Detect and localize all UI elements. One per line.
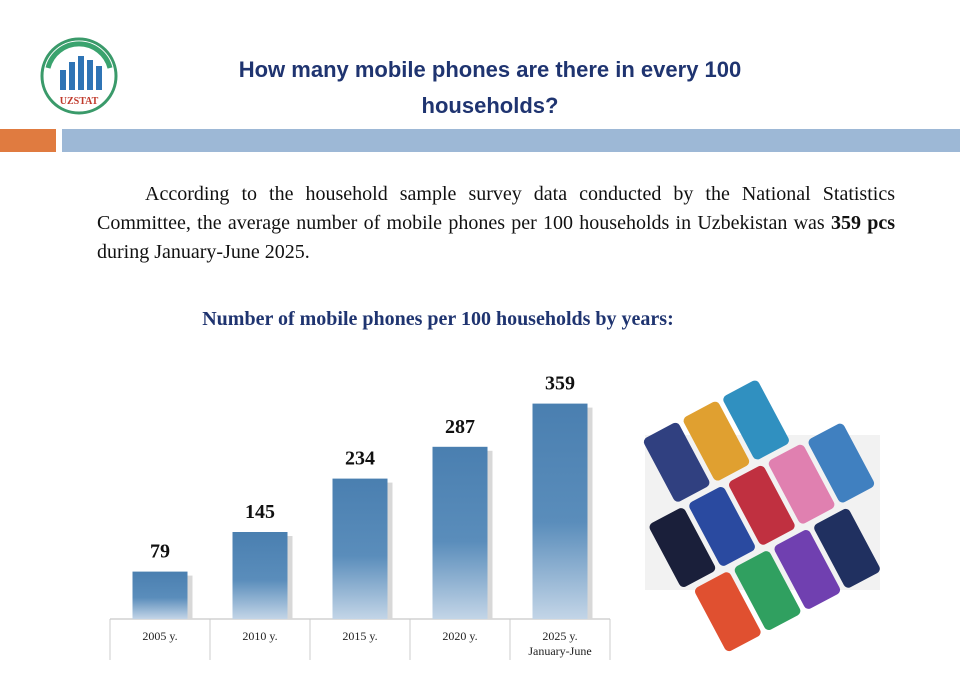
bar <box>532 403 588 619</box>
text: According to the household sample survey… <box>97 183 895 234</box>
bar <box>132 571 188 619</box>
x-tick-label: 2025 y. January-June <box>528 629 592 658</box>
accent-bar <box>0 129 56 152</box>
x-tick-label: 2010 y. <box>242 629 278 643</box>
chart-title: Number of mobile phones per 100 househol… <box>202 308 674 330</box>
highlight: 359 pcs <box>830 212 895 234</box>
phones-image <box>643 380 880 652</box>
value-label: 359 <box>545 373 575 395</box>
value-label: 145 <box>245 501 275 523</box>
header-bar <box>62 129 960 152</box>
bar <box>332 478 388 619</box>
logo-text: UZSTAT <box>60 96 99 107</box>
bar <box>232 532 288 619</box>
text: during January-June 2025. <box>97 241 310 263</box>
paragraph: According to the household sample survey… <box>97 180 895 267</box>
bar <box>432 446 488 619</box>
x-tick-label: 2020 y. <box>442 629 478 643</box>
logo: UZSTAT <box>40 37 118 115</box>
value-label: 234 <box>345 448 375 470</box>
value-label: 79 <box>150 541 170 563</box>
title: How many mobile phones are there in ever… <box>238 57 742 118</box>
value-label: 287 <box>445 416 475 438</box>
x-tick-label: 2005 y. <box>142 629 178 643</box>
x-tick-label: 2015 y. <box>342 629 378 643</box>
